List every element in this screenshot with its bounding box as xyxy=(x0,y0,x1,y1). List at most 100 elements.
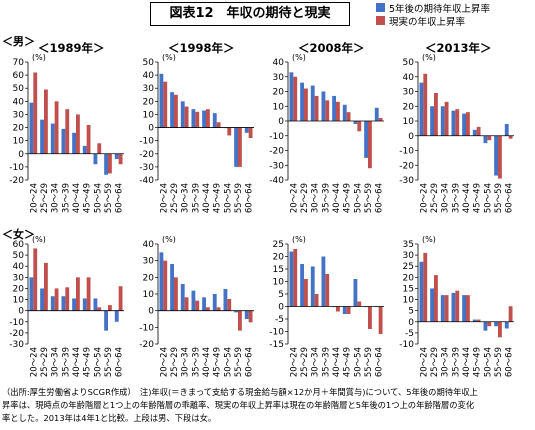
bar-actual xyxy=(368,306,372,329)
bar-actual xyxy=(174,94,178,128)
unit-label: (%) xyxy=(292,53,306,62)
chart-male-2013: -30 -20 -10 0 10 20 30 40 50 (%) 20～24 25～29 30～34 35… xyxy=(399,53,514,213)
bar-expected xyxy=(440,295,445,322)
unit-label: (%) xyxy=(162,53,176,62)
panel-title-1998: ＜1998年＞ xyxy=(168,41,235,55)
bar-actual xyxy=(434,92,438,136)
bar-expected xyxy=(494,135,498,176)
bar-expected xyxy=(504,321,509,329)
y-tick-label: 20 xyxy=(403,102,415,112)
y-tick-label: 30 xyxy=(143,84,155,94)
bar-actual xyxy=(163,260,168,311)
bar-actual xyxy=(108,153,112,174)
unit-label: (%) xyxy=(422,53,436,62)
y-tick-label: -20 xyxy=(9,176,24,186)
bar-actual xyxy=(238,310,242,331)
x-tick-label: 55～59 xyxy=(104,183,114,213)
male-section-label: ＜男＞ xyxy=(2,35,35,48)
x-tick-label: 40～44 xyxy=(202,183,212,213)
x-tick-label: 55～59 xyxy=(104,347,114,377)
bar-expected xyxy=(29,102,34,154)
bar-actual xyxy=(227,127,232,136)
y-tick-label: -20 xyxy=(139,340,154,350)
bar-actual xyxy=(476,126,481,136)
x-tick-label: 45～49 xyxy=(213,347,223,377)
x-tick-label: 55～59 xyxy=(494,347,504,377)
chart-female-1998: -20 -10 0 10 20 30 40 (%) 20～24 25～29 30～34 35～39 40… xyxy=(139,235,254,377)
y-tick-label: 60 xyxy=(13,240,25,250)
bar-actual xyxy=(498,321,502,338)
x-tick-label: 50～54 xyxy=(353,347,363,377)
bar-expected xyxy=(472,319,477,322)
x-tick-label: 35～39 xyxy=(451,347,461,377)
y-tick-label: -20 xyxy=(269,147,284,157)
y-tick-label: 0 xyxy=(148,124,154,134)
bar-actual xyxy=(293,76,298,121)
x-tick-label: 30～34 xyxy=(181,347,191,377)
bar-actual xyxy=(195,300,200,311)
figure-title: 図表12 年収の期待と現実 xyxy=(150,2,350,26)
footnote-line-2: 昇率は、現時点の年齢階層と1つ上の年齢階層の乖離率、現実の年収上昇率は現在の年齢… xyxy=(2,400,475,410)
y-tick-label: 40 xyxy=(143,71,155,81)
panel-title-1989: ＜1989年＞ xyxy=(38,41,105,55)
bar-actual xyxy=(487,135,492,141)
bar-expected xyxy=(93,298,98,311)
panel-title-2013: ＜2013年＞ xyxy=(425,41,492,55)
bar-expected xyxy=(72,298,76,311)
x-tick-label: 35～39 xyxy=(451,183,461,213)
bar-actual xyxy=(118,286,123,311)
y-tick-label: -20 xyxy=(139,150,154,160)
x-tick-label: 45～49 xyxy=(473,183,483,213)
x-tick-label: 20～24 xyxy=(419,183,429,213)
x-tick-label: 50～54 xyxy=(223,183,233,213)
y-tick-label: -10 xyxy=(139,323,154,333)
y-tick-label: -30 xyxy=(399,176,414,186)
bar-expected xyxy=(353,279,358,307)
bar-expected xyxy=(202,297,206,311)
y-tick-label: 70 xyxy=(13,58,25,68)
y-tick-label: 15 xyxy=(403,284,414,294)
bar-actual xyxy=(216,307,221,311)
x-tick-label: 50～54 xyxy=(483,183,493,213)
x-tick-label: 20～24 xyxy=(29,347,39,377)
y-tick-label: 10 xyxy=(273,278,285,288)
bar-actual xyxy=(314,294,319,307)
x-tick-label: 40～44 xyxy=(72,347,82,377)
y-tick-label: 30 xyxy=(403,251,415,261)
y-tick-label: 0 xyxy=(18,307,24,317)
bar-actual xyxy=(33,248,38,311)
x-tick-label: 50～54 xyxy=(223,347,233,377)
y-tick-label: 25 xyxy=(273,240,284,250)
bar-expected xyxy=(40,119,44,154)
y-tick-label: -40 xyxy=(139,176,154,186)
unit-label: (%) xyxy=(422,235,436,244)
bar-actual xyxy=(444,295,449,322)
x-tick-label: 35～39 xyxy=(191,347,201,377)
bar-actual xyxy=(346,306,351,314)
y-tick-label: -10 xyxy=(399,147,414,157)
bar-expected xyxy=(50,123,55,154)
x-tick-label: 55～59 xyxy=(494,183,504,213)
y-tick-label: 15 xyxy=(273,265,284,275)
x-tick-label: 30～34 xyxy=(441,183,451,213)
footnote-line-3: 率とした。2013年は4年1と比較。上段は男、下段は女。 xyxy=(2,413,217,423)
x-tick-label: 50～54 xyxy=(483,347,493,377)
footnote-line-1: （出所:厚生労働省よりSCGR作成） 注)年収(＝きまって支給する現金給与額×1… xyxy=(2,387,478,397)
y-tick-label: 10 xyxy=(13,137,25,147)
bar-actual xyxy=(444,101,449,136)
bar-actual xyxy=(76,277,80,311)
bar-expected xyxy=(462,295,466,322)
bar-actual xyxy=(378,118,383,121)
bar-actual xyxy=(455,109,460,136)
bar-actual xyxy=(86,277,91,311)
x-tick-label: 40～44 xyxy=(202,347,212,377)
bar-actual xyxy=(304,88,308,121)
bar-actual xyxy=(86,124,91,154)
legend-label-actual: 現実の年収上昇率 xyxy=(389,16,466,28)
bar-actual xyxy=(487,321,492,327)
y-tick-label: 10 xyxy=(403,117,415,127)
bar-actual xyxy=(238,127,242,167)
bar-actual xyxy=(314,95,319,121)
